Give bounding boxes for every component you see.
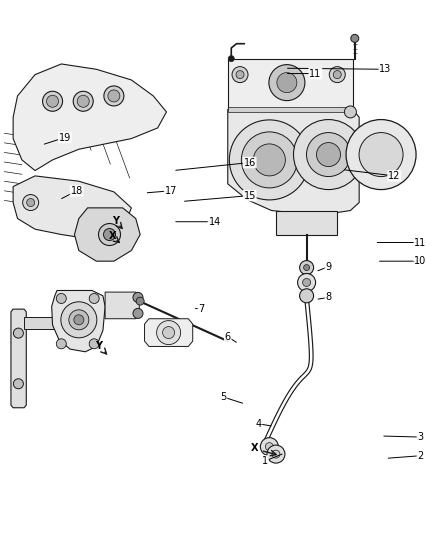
Circle shape bbox=[77, 95, 89, 107]
Text: 2: 2 bbox=[417, 451, 424, 461]
Circle shape bbox=[57, 294, 66, 303]
Circle shape bbox=[333, 70, 341, 79]
Circle shape bbox=[317, 142, 340, 167]
Polygon shape bbox=[13, 176, 131, 240]
Circle shape bbox=[346, 119, 416, 190]
Polygon shape bbox=[52, 290, 105, 352]
Text: X: X bbox=[109, 231, 117, 241]
Circle shape bbox=[344, 106, 357, 118]
Bar bbox=[24, 317, 59, 329]
Text: 5: 5 bbox=[220, 392, 226, 402]
Text: 16: 16 bbox=[244, 158, 256, 167]
Circle shape bbox=[232, 67, 248, 83]
Bar bbox=[276, 211, 337, 235]
Text: 14: 14 bbox=[208, 217, 221, 227]
Bar bbox=[353, 136, 370, 176]
Text: 18: 18 bbox=[71, 186, 83, 196]
Circle shape bbox=[297, 273, 316, 292]
Circle shape bbox=[133, 293, 143, 302]
Circle shape bbox=[61, 302, 97, 338]
Text: Y: Y bbox=[95, 342, 102, 351]
Circle shape bbox=[103, 229, 116, 240]
Circle shape bbox=[133, 309, 143, 318]
Circle shape bbox=[74, 315, 84, 325]
Circle shape bbox=[241, 132, 297, 188]
Circle shape bbox=[304, 264, 310, 271]
Circle shape bbox=[23, 195, 39, 211]
Circle shape bbox=[89, 339, 99, 349]
Text: 19: 19 bbox=[59, 133, 71, 142]
Text: 10: 10 bbox=[414, 256, 427, 266]
Polygon shape bbox=[74, 208, 140, 261]
Circle shape bbox=[69, 310, 89, 330]
Bar bbox=[228, 59, 353, 109]
Polygon shape bbox=[145, 319, 193, 346]
Circle shape bbox=[230, 120, 309, 200]
Circle shape bbox=[267, 445, 285, 463]
Polygon shape bbox=[11, 309, 26, 408]
Circle shape bbox=[293, 119, 364, 190]
Text: 11: 11 bbox=[309, 69, 321, 78]
Circle shape bbox=[359, 133, 403, 176]
Circle shape bbox=[42, 91, 63, 111]
Circle shape bbox=[277, 72, 297, 93]
Circle shape bbox=[99, 223, 120, 246]
Text: 11: 11 bbox=[414, 238, 427, 247]
Text: 4: 4 bbox=[255, 419, 261, 429]
Bar bbox=[228, 107, 353, 112]
Circle shape bbox=[303, 278, 311, 287]
Circle shape bbox=[228, 55, 234, 62]
Circle shape bbox=[300, 289, 314, 303]
Circle shape bbox=[89, 294, 99, 303]
Text: 17: 17 bbox=[165, 186, 177, 196]
Circle shape bbox=[300, 261, 314, 274]
Circle shape bbox=[307, 133, 350, 176]
Polygon shape bbox=[105, 292, 139, 319]
Circle shape bbox=[236, 70, 244, 79]
Circle shape bbox=[269, 64, 305, 101]
Circle shape bbox=[73, 91, 93, 111]
Circle shape bbox=[265, 442, 273, 451]
Text: Y: Y bbox=[113, 216, 120, 226]
Circle shape bbox=[46, 95, 59, 107]
Polygon shape bbox=[13, 64, 166, 171]
Polygon shape bbox=[228, 109, 359, 213]
Text: 6: 6 bbox=[225, 332, 231, 342]
Text: X: X bbox=[251, 443, 259, 453]
Circle shape bbox=[14, 379, 23, 389]
Text: 15: 15 bbox=[244, 191, 256, 200]
Circle shape bbox=[27, 198, 35, 207]
Circle shape bbox=[162, 327, 175, 338]
Text: 9: 9 bbox=[325, 262, 332, 271]
Text: 13: 13 bbox=[379, 64, 392, 74]
Circle shape bbox=[351, 34, 359, 43]
Circle shape bbox=[157, 320, 180, 345]
Text: 8: 8 bbox=[325, 293, 332, 302]
Text: 7: 7 bbox=[198, 304, 205, 314]
Circle shape bbox=[14, 328, 23, 338]
Circle shape bbox=[329, 67, 345, 83]
Text: 3: 3 bbox=[417, 432, 424, 442]
Text: 1: 1 bbox=[262, 456, 268, 466]
Circle shape bbox=[272, 450, 280, 458]
Circle shape bbox=[104, 86, 124, 106]
Text: 12: 12 bbox=[388, 171, 400, 181]
Circle shape bbox=[108, 90, 120, 102]
Circle shape bbox=[253, 144, 286, 176]
Circle shape bbox=[136, 297, 144, 305]
Circle shape bbox=[260, 438, 279, 456]
Circle shape bbox=[57, 339, 66, 349]
